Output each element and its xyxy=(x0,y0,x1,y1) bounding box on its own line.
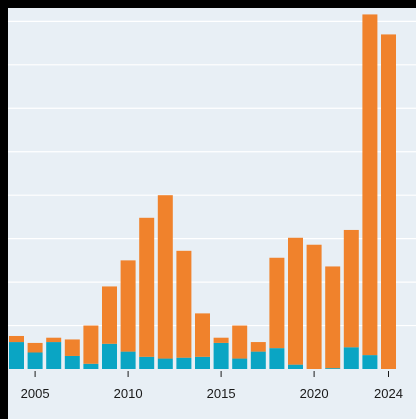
bar-segment-upper-2023 xyxy=(362,14,378,356)
bar-segment-upper-2021 xyxy=(325,266,341,369)
bar-segment-lower-2014 xyxy=(195,356,210,369)
bar-segment-lower-2019 xyxy=(288,364,303,369)
bar-segment-lower-2006 xyxy=(46,342,62,369)
bar-segment-lower-2008 xyxy=(83,363,99,369)
bar-segment-lower-2011 xyxy=(139,356,155,369)
bar-segment-upper-2016 xyxy=(232,325,248,359)
grid-lines xyxy=(8,20,416,327)
bar-segment-lower-2009 xyxy=(102,343,117,369)
bar-segment-upper-2008 xyxy=(83,325,99,364)
bar-segment-lower-2007 xyxy=(64,355,80,369)
x-tick-label: 2015 xyxy=(207,386,236,401)
bar-segment-lower-2012 xyxy=(157,358,173,369)
bar-segment-upper-2017 xyxy=(250,342,266,352)
x-axis-ticks: 2005 2010 2015 2020 2024 xyxy=(21,371,403,401)
x-axis-band xyxy=(8,371,416,419)
bar-segment-lower-2021 xyxy=(325,368,341,369)
x-tick-label: 2024 xyxy=(374,386,403,401)
bar-segment-upper-2011 xyxy=(139,217,155,357)
bar-segment-upper-2024 xyxy=(381,34,396,370)
bar-segment-lower-2017 xyxy=(250,351,266,369)
bar-segment-upper-2022 xyxy=(343,229,359,348)
x-tick-label: 2010 xyxy=(114,386,143,401)
bar-segment-upper-2005 xyxy=(27,342,43,353)
bar-segment-upper-2006 xyxy=(46,337,62,343)
bar-segment-lower-2016 xyxy=(232,358,248,369)
bar-segment-lower-2004 xyxy=(9,342,24,369)
bar-segment-lower-2022 xyxy=(343,347,359,369)
bar-segment-upper-2012 xyxy=(157,195,173,359)
bar-segment-upper-2004 xyxy=(9,335,24,343)
bar-segment-lower-2023 xyxy=(362,355,378,369)
bars xyxy=(9,14,396,370)
bar-segment-upper-2010 xyxy=(120,260,136,352)
bar-segment-lower-2005 xyxy=(27,352,43,369)
bar-segment-lower-2010 xyxy=(120,351,136,369)
bar-segment-upper-2014 xyxy=(195,313,210,357)
bar-segment-upper-2015 xyxy=(213,337,229,343)
bar-segment-lower-2015 xyxy=(213,342,229,369)
bar-segment-upper-2007 xyxy=(64,339,80,356)
bar-segment-upper-2019 xyxy=(288,237,303,365)
bar-segment-upper-2009 xyxy=(102,286,117,344)
x-tick-label: 2020 xyxy=(300,386,329,401)
bar-segment-upper-2013 xyxy=(176,250,192,358)
x-tick-label: 2005 xyxy=(21,386,50,401)
bar-segment-lower-2013 xyxy=(176,357,192,369)
bar-segment-upper-2020 xyxy=(306,244,322,369)
bar-segment-lower-2018 xyxy=(269,348,285,369)
bar-segment-upper-2018 xyxy=(269,257,285,349)
